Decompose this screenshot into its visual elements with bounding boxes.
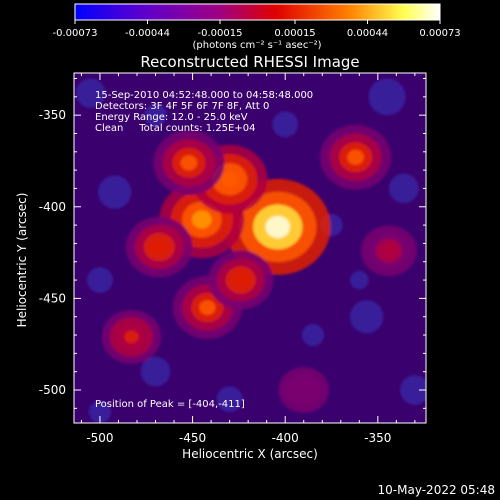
heatmap-background-patch	[400, 375, 426, 405]
colorbar-units-label: (photons cm⁻² s⁻¹ asec⁻²)	[192, 40, 321, 51]
annotation-energy-range: Energy Range: 12.0 - 25.0 keV	[95, 112, 248, 123]
colorbar-ticks: -0.00073 -0.00044 -0.00015 0.00015 0.00044 0.…	[53, 20, 461, 39]
heatmap-source-region	[265, 215, 291, 239]
colorbar-tick-label: -0.00044	[125, 28, 170, 39]
heatmap-background-patch	[86, 267, 113, 294]
plot-frame	[73, 72, 427, 424]
y-tick-label: -500	[39, 383, 66, 397]
heatmap-source-region	[199, 300, 216, 315]
annotation-block: 15-Sep-2010 04:52:48.000 to 04:58:48.000…	[95, 90, 313, 134]
x-axis-label: Heliocentric X (arcsec)	[182, 447, 318, 461]
heatmap-source-region	[297, 384, 310, 396]
heatmap-source-region	[191, 210, 212, 229]
heatmap-background-patch	[88, 400, 112, 423]
y-tick-label: -450	[39, 291, 66, 305]
heatmap-background-patch	[272, 111, 299, 138]
colorbar-tick-label: -0.00073	[53, 28, 98, 39]
heatmap-source-region	[180, 155, 198, 171]
heatmap-background-patch	[301, 323, 325, 347]
heatmap-source-region	[347, 149, 364, 165]
peak-position-label: Position of Peak = [-404,-411]	[95, 399, 245, 410]
plot-title: Reconstructed RHESSI Image	[140, 53, 359, 71]
annotation-detectors: Detectors: 3F 4F 5F 6F 7F 8F, Att 0	[95, 101, 269, 112]
heatmap-background-patch	[75, 78, 106, 108]
heatmap-background-patch	[368, 78, 406, 116]
y-axis-label: Heliocentric Y (arcsec)	[15, 193, 29, 328]
colorbar-tick-label: 0.00044	[347, 28, 388, 39]
y-tick-label: -350	[39, 108, 66, 122]
y-axis: -350 -400 -450 -500	[39, 77, 426, 409]
x-tick-label: -400	[272, 431, 299, 445]
heatmap-source-region	[382, 244, 396, 257]
heatmap-background-patch	[350, 270, 369, 290]
heatmap-source-region	[233, 273, 249, 287]
x-tick-label: -500	[86, 431, 113, 445]
colorbar-gradient	[74, 3, 441, 21]
x-tick-label: -350	[364, 431, 391, 445]
heatmap-image	[74, 73, 426, 423]
heatmap-source-region	[220, 171, 239, 188]
y-tick-label: -400	[39, 200, 66, 214]
colorbar: -0.00073 -0.00044 -0.00015 0.00015 0.00044 0.…	[53, 3, 461, 51]
heatmap-source-region	[124, 330, 139, 344]
x-axis: -500 -450 -400 -350	[80, 73, 416, 445]
colorbar-tick-label: 0.00015	[274, 28, 315, 39]
heatmap-background-patch	[350, 300, 384, 334]
heatmap-source-region	[151, 240, 168, 255]
heatmap-background-patch	[98, 175, 132, 209]
heatmap-background-patch	[216, 386, 243, 413]
annotation-clean-total-counts: Clean Total counts: 1.25E+04	[95, 123, 255, 134]
colorbar-tick-label: -0.00015	[198, 28, 243, 39]
colorbar-tick-label: 0.00073	[419, 28, 460, 39]
x-tick-label: -450	[179, 431, 206, 445]
annotation-time-range: 15-Sep-2010 04:52:48.000 to 04:58:48.000	[95, 90, 313, 101]
heatmap-background-patch	[388, 173, 419, 204]
heatmap-background-patch	[140, 356, 171, 387]
heatmap-background-patch	[144, 104, 167, 127]
footer-timestamp: 10-May-2022 05:48	[378, 483, 495, 497]
